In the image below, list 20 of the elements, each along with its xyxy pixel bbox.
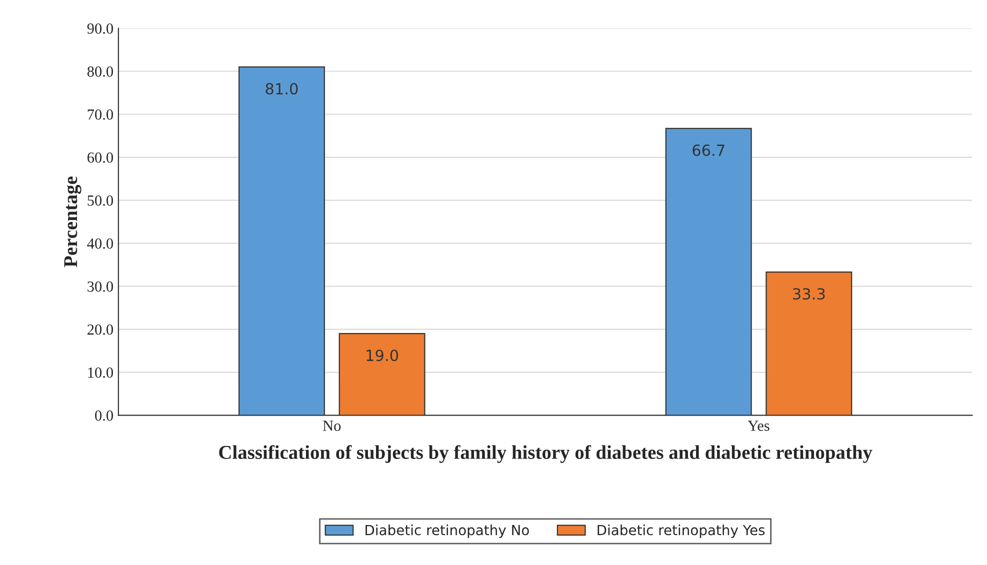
y-tick-label: 60.0: [88, 152, 113, 163]
y-tick-label: 40.0: [87, 238, 113, 249]
legend-label: Diabetic retinopathy No: [366, 524, 529, 538]
y-tick-label: 80.0: [87, 66, 113, 77]
data-label: 66.7: [692, 144, 724, 156]
x-tick-label: No: [322, 420, 341, 431]
y-tick-label: 70.0: [88, 109, 113, 120]
x-axis-title: Classification of subjects by family history of diabetes and diabetic retinopathy: [219, 445, 872, 463]
y-tick-label: 30.0: [88, 281, 113, 292]
data-label: 19.0: [366, 350, 398, 362]
data-label: 33.3: [793, 288, 825, 300]
data-label: 81.0: [266, 82, 298, 95]
y-axis-title: Percentage: [64, 176, 82, 268]
x-tick-label: Yes: [748, 420, 770, 431]
y-tick-label: 50.0: [88, 195, 113, 206]
y-tick-label: 10.0: [88, 367, 113, 378]
y-tick-label: 20.0: [88, 324, 113, 335]
y-tick-label: 90.0: [87, 23, 113, 34]
legend-label: Diabetic retinopathy Yes: [598, 524, 765, 538]
y-tick-label: 0.0: [95, 410, 113, 421]
